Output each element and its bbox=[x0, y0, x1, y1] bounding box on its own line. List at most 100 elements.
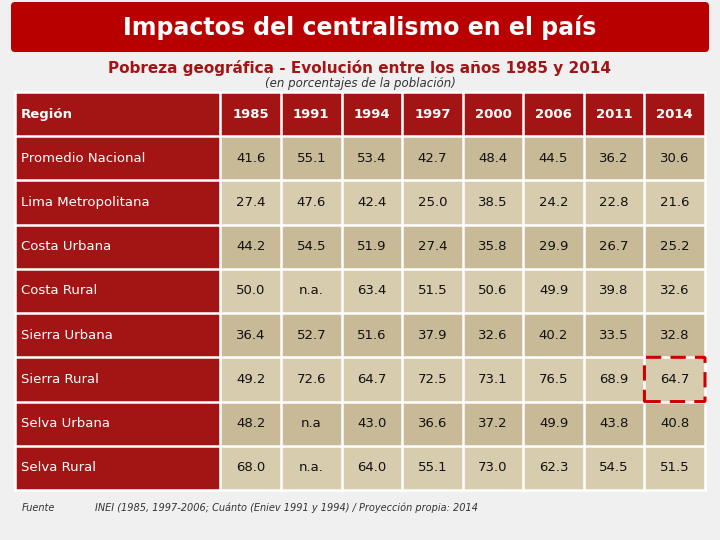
Bar bbox=[220, 446, 281, 490]
Bar bbox=[220, 136, 281, 180]
Text: 51.9: 51.9 bbox=[357, 240, 387, 253]
Bar bbox=[402, 402, 463, 446]
Text: 63.4: 63.4 bbox=[357, 285, 387, 298]
Text: INEI (1985, 1997-2006; Cuánto (Eniev 1991 y 1994) / Proyección propia: 2014: INEI (1985, 1997-2006; Cuánto (Eniev 199… bbox=[95, 503, 478, 513]
Text: (en porcentajes de la población): (en porcentajes de la población) bbox=[264, 77, 456, 90]
Text: 48.2: 48.2 bbox=[236, 417, 266, 430]
Bar bbox=[220, 313, 281, 357]
Text: 36.4: 36.4 bbox=[236, 329, 266, 342]
Text: Lima Metropolitana: Lima Metropolitana bbox=[21, 196, 150, 209]
Bar bbox=[644, 136, 705, 180]
Bar bbox=[281, 136, 341, 180]
Text: n.a.: n.a. bbox=[299, 461, 324, 474]
Text: n.a: n.a bbox=[301, 417, 322, 430]
Text: Impactos del centralismo en el país: Impactos del centralismo en el país bbox=[123, 15, 597, 39]
Text: 47.6: 47.6 bbox=[297, 196, 326, 209]
Text: 42.7: 42.7 bbox=[418, 152, 447, 165]
Text: 1997: 1997 bbox=[414, 107, 451, 120]
Bar bbox=[523, 136, 584, 180]
Text: 50.6: 50.6 bbox=[478, 285, 508, 298]
Bar bbox=[463, 136, 523, 180]
Text: 55.1: 55.1 bbox=[418, 461, 447, 474]
Bar bbox=[644, 313, 705, 357]
Bar bbox=[341, 180, 402, 225]
Text: 37.2: 37.2 bbox=[478, 417, 508, 430]
Bar bbox=[584, 313, 644, 357]
Text: 40.2: 40.2 bbox=[539, 329, 568, 342]
Bar bbox=[15, 357, 220, 402]
Text: Costa Urbana: Costa Urbana bbox=[21, 240, 112, 253]
Bar bbox=[341, 446, 402, 490]
Bar bbox=[523, 269, 584, 313]
Bar bbox=[281, 313, 341, 357]
Text: 51.6: 51.6 bbox=[357, 329, 387, 342]
Bar bbox=[281, 402, 341, 446]
Bar bbox=[523, 402, 584, 446]
Text: 30.6: 30.6 bbox=[660, 152, 689, 165]
Bar bbox=[402, 225, 463, 269]
Bar bbox=[15, 225, 220, 269]
Bar bbox=[15, 313, 220, 357]
Bar bbox=[402, 180, 463, 225]
Text: 25.0: 25.0 bbox=[418, 196, 447, 209]
Bar bbox=[15, 180, 220, 225]
Bar bbox=[584, 136, 644, 180]
Text: 33.5: 33.5 bbox=[599, 329, 629, 342]
Text: 52.7: 52.7 bbox=[297, 329, 326, 342]
Bar bbox=[281, 269, 341, 313]
Text: 32.6: 32.6 bbox=[478, 329, 508, 342]
Bar bbox=[644, 357, 705, 402]
Bar bbox=[523, 180, 584, 225]
Bar bbox=[584, 446, 644, 490]
Bar bbox=[281, 180, 341, 225]
Text: 64.7: 64.7 bbox=[660, 373, 689, 386]
Text: 2000: 2000 bbox=[474, 107, 511, 120]
Text: 73.0: 73.0 bbox=[478, 461, 508, 474]
Bar bbox=[15, 136, 220, 180]
Bar bbox=[341, 136, 402, 180]
Bar bbox=[523, 357, 584, 402]
Text: 24.2: 24.2 bbox=[539, 196, 568, 209]
Text: 54.5: 54.5 bbox=[599, 461, 629, 474]
Bar bbox=[463, 180, 523, 225]
Bar bbox=[463, 402, 523, 446]
Bar bbox=[15, 269, 220, 313]
Text: 48.4: 48.4 bbox=[478, 152, 508, 165]
Bar bbox=[644, 402, 705, 446]
Bar bbox=[341, 313, 402, 357]
Bar bbox=[463, 313, 523, 357]
Text: 72.5: 72.5 bbox=[418, 373, 447, 386]
Bar bbox=[281, 446, 341, 490]
Text: 43.8: 43.8 bbox=[600, 417, 629, 430]
Bar bbox=[584, 180, 644, 225]
Bar bbox=[341, 269, 402, 313]
Text: 44.5: 44.5 bbox=[539, 152, 568, 165]
Bar bbox=[402, 446, 463, 490]
Text: 49.9: 49.9 bbox=[539, 285, 568, 298]
Text: 51.5: 51.5 bbox=[660, 461, 690, 474]
Text: 50.0: 50.0 bbox=[236, 285, 266, 298]
Bar bbox=[402, 313, 463, 357]
Text: Región: Región bbox=[21, 107, 73, 120]
Text: 36.2: 36.2 bbox=[599, 152, 629, 165]
FancyBboxPatch shape bbox=[11, 2, 709, 52]
Text: 64.7: 64.7 bbox=[357, 373, 387, 386]
Text: 35.8: 35.8 bbox=[478, 240, 508, 253]
Text: 54.5: 54.5 bbox=[297, 240, 326, 253]
Text: 55.1: 55.1 bbox=[297, 152, 326, 165]
Text: Sierra Rural: Sierra Rural bbox=[21, 373, 99, 386]
Bar bbox=[402, 269, 463, 313]
Text: Fuente: Fuente bbox=[22, 503, 55, 513]
Text: Selva Urbana: Selva Urbana bbox=[21, 417, 110, 430]
Text: 42.4: 42.4 bbox=[357, 196, 387, 209]
Bar bbox=[644, 269, 705, 313]
Text: 1985: 1985 bbox=[233, 107, 269, 120]
Bar bbox=[15, 402, 220, 446]
Text: 22.8: 22.8 bbox=[599, 196, 629, 209]
Bar bbox=[644, 446, 705, 490]
Bar bbox=[341, 225, 402, 269]
Text: 1991: 1991 bbox=[293, 107, 330, 120]
Text: Pobreza geográfica - Evolución entre los años 1985 y 2014: Pobreza geográfica - Evolución entre los… bbox=[109, 60, 611, 76]
Text: Selva Rural: Selva Rural bbox=[21, 461, 96, 474]
Bar bbox=[220, 357, 281, 402]
